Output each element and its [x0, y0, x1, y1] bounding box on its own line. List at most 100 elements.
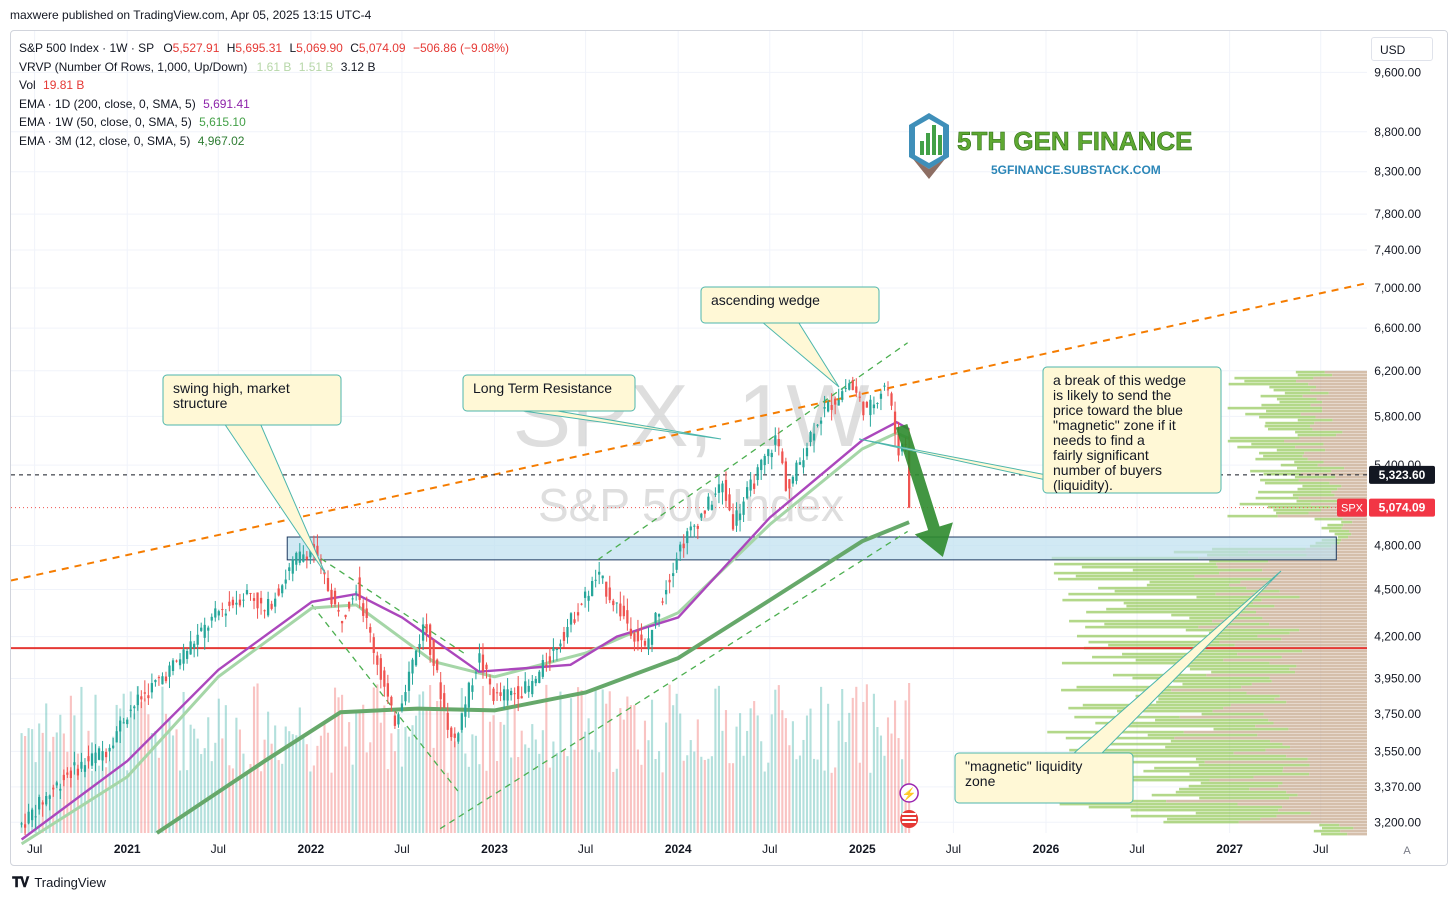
candle-body[interactable] [626, 610, 629, 624]
candle-body[interactable] [266, 599, 270, 616]
candle-body[interactable] [457, 733, 460, 742]
candle-body[interactable] [643, 640, 647, 646]
candle-body[interactable] [615, 602, 618, 604]
candle-body[interactable] [855, 386, 858, 393]
candle-body[interactable] [538, 671, 541, 683]
candle-body[interactable] [80, 761, 83, 769]
ema-200d-line[interactable] [20, 420, 910, 841]
candle-body[interactable] [594, 579, 597, 581]
candle-body[interactable] [48, 795, 51, 799]
candle-body[interactable] [418, 643, 421, 649]
candle-body[interactable] [355, 591, 358, 593]
ema-50w-line[interactable] [20, 431, 910, 846]
candle-body[interactable] [256, 592, 259, 609]
vrvp-label[interactable]: VRVP (Number Of Rows, 1,000, Up/Down) [19, 59, 248, 74]
candle-body[interactable] [358, 577, 361, 600]
candle-body[interactable] [203, 624, 206, 638]
candle-body[interactable] [397, 714, 400, 725]
candle-body[interactable] [443, 693, 446, 708]
candle-body[interactable] [495, 692, 499, 694]
candle-body[interactable] [34, 816, 37, 818]
candle-body[interactable] [753, 483, 756, 489]
candle-body[interactable] [66, 772, 69, 775]
candle-body[interactable] [249, 592, 252, 594]
candle-body[interactable] [770, 452, 773, 458]
candle-body[interactable] [633, 633, 636, 642]
candle-body[interactable] [55, 782, 58, 786]
candle-body[interactable] [587, 595, 590, 601]
candle-body[interactable] [717, 484, 721, 493]
candle-body[interactable] [731, 514, 735, 530]
candle-body[interactable] [506, 689, 509, 701]
resistance-callout-box[interactable] [462, 374, 636, 412]
ema-3m-line[interactable] [155, 520, 910, 835]
candle-body[interactable] [703, 510, 706, 514]
candle-body[interactable] [851, 380, 854, 391]
candle-body[interactable] [193, 643, 196, 649]
candle-body[interactable] [664, 590, 668, 595]
candle-body[interactable] [369, 627, 372, 633]
candle-body[interactable] [897, 433, 900, 456]
candle-body[interactable] [654, 612, 657, 624]
candle-body[interactable] [302, 554, 305, 562]
candle-body[interactable] [893, 411, 897, 434]
candle-body[interactable] [231, 599, 235, 606]
candle-body[interactable] [573, 619, 576, 623]
candle-body[interactable] [756, 467, 759, 481]
candle-body[interactable] [812, 433, 816, 441]
candle-body[interactable] [429, 624, 432, 655]
candle-body[interactable] [421, 624, 425, 641]
candle-body[interactable] [562, 632, 566, 641]
candle-body[interactable] [450, 727, 453, 737]
candle-body[interactable] [721, 483, 724, 493]
candle-body[interactable] [524, 681, 527, 693]
symbol-title[interactable]: S&P 500 Index · 1W · SP [19, 41, 154, 55]
candle-body[interactable] [178, 659, 182, 666]
price-chart[interactable]: SPX, 1W S&P 500 Index ⚡ swing high, mark… [11, 31, 1447, 865]
candle-body[interactable] [460, 713, 463, 730]
candle-body[interactable] [386, 683, 389, 697]
candle-body[interactable] [27, 811, 30, 824]
candle-body[interactable] [819, 420, 823, 424]
candle-body[interactable] [608, 587, 611, 601]
candle-body[interactable] [291, 559, 294, 574]
candle-body[interactable] [90, 753, 94, 766]
candle-body[interactable] [735, 510, 738, 526]
candle-body[interactable] [242, 599, 245, 601]
candle-body[interactable] [221, 609, 224, 611]
candle-body[interactable] [714, 493, 717, 495]
candle-body[interactable] [774, 435, 777, 445]
candle-body[interactable] [598, 571, 601, 575]
candle-body[interactable] [816, 424, 819, 426]
candle-body[interactable] [305, 556, 308, 560]
candle-body[interactable] [411, 659, 414, 674]
candle-body[interactable] [749, 479, 752, 491]
candle-body[interactable] [362, 603, 365, 616]
candle-body[interactable] [478, 653, 481, 663]
candle-body[interactable] [552, 647, 555, 651]
candle-body[interactable] [214, 608, 217, 618]
resistance-line[interactable] [11, 282, 1368, 582]
candle-body[interactable] [481, 654, 485, 671]
candle-body[interactable] [834, 398, 837, 405]
candle-body[interactable] [890, 393, 893, 406]
candle-body[interactable] [344, 614, 347, 618]
candle-body[interactable] [365, 608, 368, 619]
candle-body[interactable] [59, 788, 62, 791]
ema1-label[interactable]: EMA · 1D (200, close, 0, SMA, 5) [19, 96, 196, 111]
wedge-lower-line[interactable] [439, 530, 908, 830]
candle-body[interactable] [136, 694, 139, 706]
candle-body[interactable] [238, 599, 242, 606]
candle-body[interactable] [157, 677, 161, 679]
candle-body[interactable] [115, 731, 118, 743]
candle-body[interactable] [112, 745, 115, 748]
candle-body[interactable] [41, 802, 44, 805]
candle-body[interactable] [207, 627, 210, 631]
candle-body[interactable] [87, 756, 90, 762]
candle-body[interactable] [745, 487, 749, 499]
candle-body[interactable] [150, 683, 154, 693]
candle-body[interactable] [200, 627, 203, 631]
candle-body[interactable] [252, 598, 256, 601]
candle-body[interactable] [129, 709, 132, 711]
break-note-callout-box[interactable] [1042, 366, 1222, 494]
